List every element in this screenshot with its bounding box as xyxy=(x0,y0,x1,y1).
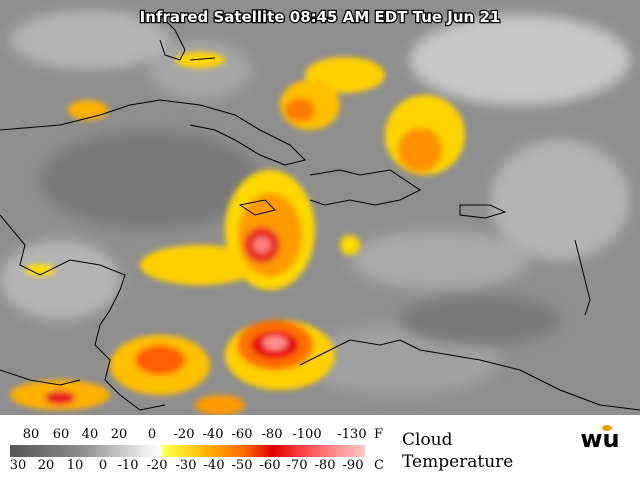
fahrenheit-label: 20 xyxy=(111,427,128,442)
celsius-label: -50 xyxy=(232,458,253,473)
celsius-label: -40 xyxy=(204,458,225,473)
celsius-label: -20 xyxy=(147,458,168,473)
legend-title: Temperature xyxy=(402,452,513,472)
fahrenheit-label: -80 xyxy=(262,427,283,442)
fahrenheit-label: -130 xyxy=(337,427,366,442)
satellite-image xyxy=(0,0,640,415)
fahrenheit-unit: F xyxy=(374,427,383,442)
celsius-label: -60 xyxy=(260,458,281,473)
celsius-label: 30 xyxy=(10,458,27,473)
fahrenheit-label: -100 xyxy=(292,427,321,442)
fahrenheit-label: -40 xyxy=(203,427,224,442)
fahrenheit-labels: 80 60 40 20 0 -20 -40 -60 -80 -100 -130 xyxy=(23,427,367,442)
celsius-label: 10 xyxy=(67,458,84,473)
celsius-label: -30 xyxy=(176,458,197,473)
legend-title: Cloud xyxy=(402,430,453,450)
fahrenheit-label: 80 xyxy=(23,427,40,442)
fahrenheit-label: 40 xyxy=(82,427,99,442)
celsius-unit: C xyxy=(374,458,384,473)
color-scale xyxy=(10,445,365,457)
logo: wu xyxy=(576,424,624,453)
celsius-label: -80 xyxy=(315,458,336,473)
image-title: Infrared Satellite 08:45 AM EDT Tue Jun … xyxy=(140,8,501,26)
fahrenheit-label: -20 xyxy=(174,427,195,442)
logo-text: wu xyxy=(580,425,619,453)
celsius-label: -70 xyxy=(287,458,308,473)
celsius-label: 0 xyxy=(99,458,107,473)
fahrenheit-label: 60 xyxy=(53,427,70,442)
celsius-label: 20 xyxy=(38,458,55,473)
celsius-label: -90 xyxy=(343,458,364,473)
fahrenheit-label: -60 xyxy=(232,427,253,442)
celsius-label: -10 xyxy=(118,458,139,473)
celsius-labels: 30 20 10 0 -10 -20 -30 -40 -50 -60 -70 -80 -90 xyxy=(10,458,364,473)
coastlines xyxy=(0,14,640,411)
fahrenheit-label: 0 xyxy=(148,427,156,442)
